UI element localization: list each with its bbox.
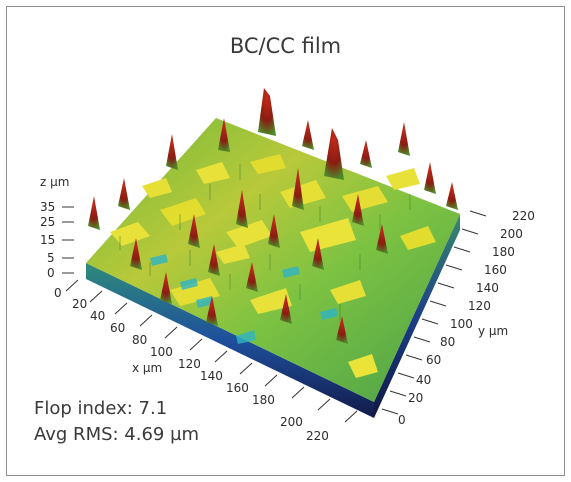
y-tick-label: 160 bbox=[484, 263, 507, 277]
y-tick-label: 80 bbox=[440, 335, 455, 349]
figure-title: BC/CC film bbox=[229, 34, 342, 58]
surface-top-face bbox=[86, 118, 460, 402]
z-tick-label: 5 bbox=[47, 251, 55, 265]
avg-rms-row: Avg RMS: 4.69 µm bbox=[34, 422, 199, 448]
surface-peaks bbox=[88, 88, 458, 344]
x-tick-label: 80 bbox=[132, 333, 147, 347]
avg-rms-text: Avg RMS: 4.69 µm bbox=[34, 424, 200, 445]
stats-panel: Flop index: 7.1 Avg RMS: 4.69 µm bbox=[34, 396, 199, 448]
y-axis-label: y µm bbox=[478, 324, 508, 338]
x-tick-label: 120 bbox=[178, 357, 201, 371]
x-tick-label: 0 bbox=[54, 286, 62, 300]
x-tick-label: 100 bbox=[150, 345, 173, 359]
x-tick-label: 180 bbox=[252, 393, 275, 407]
y-axis bbox=[381, 210, 487, 415]
x-tick-label: 160 bbox=[226, 381, 249, 395]
x-tick-label: 140 bbox=[200, 369, 223, 383]
x-tick-label: 60 bbox=[110, 321, 125, 335]
y-tick-label: 20 bbox=[408, 391, 423, 405]
z-tick-label: 0 bbox=[47, 266, 55, 280]
x-axis bbox=[65, 279, 358, 423]
flop-index-row: Flop index: 7.1 bbox=[34, 396, 199, 422]
z-tick-label: 35 bbox=[40, 200, 55, 214]
y-axis-ticks: 220 200 180 160 140 120 100 80 60 40 20 … bbox=[398, 209, 535, 427]
flop-index-text: Flop index: 7.1 bbox=[34, 398, 168, 419]
y-tick-label: 100 bbox=[450, 317, 473, 331]
x-axis-ticks: 0 20 40 60 80 100 120 140 160 180 200 22… bbox=[54, 286, 329, 443]
x-tick-label: 40 bbox=[90, 309, 105, 323]
z-axis: z µm 35 25 15 5 0 bbox=[40, 175, 74, 280]
z-axis-label: z µm bbox=[40, 175, 69, 189]
y-tick-label: 140 bbox=[476, 281, 499, 295]
y-tick-label: 200 bbox=[500, 227, 523, 241]
x-tick-label: 20 bbox=[72, 297, 87, 311]
surface-texture bbox=[119, 164, 411, 320]
y-tick-label: 220 bbox=[512, 209, 535, 223]
surface-front-face bbox=[86, 263, 374, 418]
surface-plateaus bbox=[110, 154, 436, 378]
y-tick-label: 60 bbox=[426, 353, 441, 367]
surface-side-face bbox=[374, 214, 460, 418]
z-tick-label: 15 bbox=[40, 233, 55, 247]
x-tick-label: 200 bbox=[280, 415, 303, 429]
x-tick-label: 220 bbox=[306, 429, 329, 443]
y-tick-label: 40 bbox=[416, 373, 431, 387]
y-tick-label: 180 bbox=[492, 245, 515, 259]
x-axis-label: x µm bbox=[132, 361, 162, 375]
surface-valleys bbox=[150, 254, 338, 344]
y-tick-label: 0 bbox=[398, 413, 406, 427]
y-tick-label: 120 bbox=[468, 299, 491, 313]
z-tick-label: 25 bbox=[40, 215, 55, 229]
